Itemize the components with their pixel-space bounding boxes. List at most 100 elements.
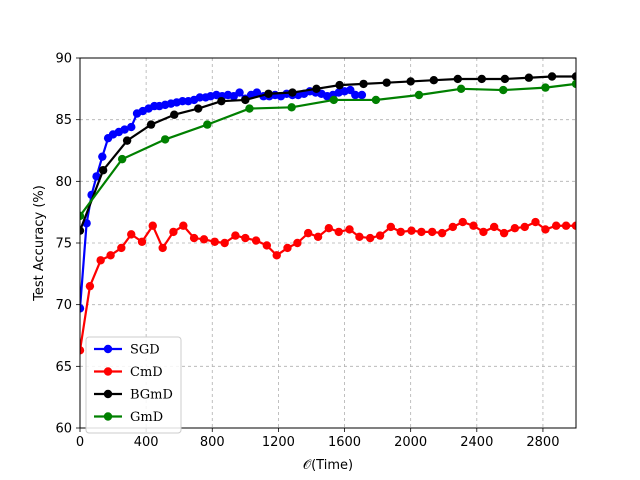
point-bgmd [241, 95, 250, 105]
point-cmd [137, 237, 147, 246]
point-cmd [520, 222, 529, 232]
point-bgmd [406, 77, 415, 86]
point-cmd [324, 224, 334, 233]
point-bgmd [170, 110, 179, 119]
point-sgd [178, 96, 187, 106]
point-bgmd [194, 104, 203, 113]
point-sgd [252, 88, 262, 97]
x-tick-label: 1200 [262, 435, 295, 450]
point-bgmd [122, 136, 132, 145]
x-tick-label: 2800 [526, 435, 559, 450]
x-axis-label: 𝒪(Time) [303, 458, 353, 473]
point-cmd [355, 232, 364, 242]
legend-box [85, 336, 182, 434]
point-gmd [456, 84, 466, 94]
point-bgmd [453, 74, 462, 84]
point-cmd [541, 225, 550, 234]
point-bgmd [500, 74, 510, 84]
point-bgmd [524, 73, 534, 82]
x-tick-label: 800 [200, 435, 225, 450]
point-cmd [96, 256, 105, 265]
point-bgmd [571, 72, 576, 81]
point-cmd [220, 238, 229, 248]
point-cmd [386, 222, 396, 232]
point-cmd [561, 221, 571, 230]
point-sgd [80, 304, 85, 313]
point-cmd [283, 243, 292, 253]
point-sgd [351, 90, 360, 100]
point-bgmd [217, 96, 226, 106]
point-bgmd [98, 166, 108, 175]
point-bgmd [312, 84, 321, 94]
point-cmd [396, 227, 405, 237]
legend-label-gmd: GmD [130, 410, 163, 425]
legend: SGD CmD BGmD GmD [85, 336, 182, 434]
point-cmd [106, 251, 115, 260]
x-tick-label: 1600 [328, 435, 361, 450]
point-cmd [210, 237, 219, 246]
point-cmd [189, 233, 199, 243]
point-gmd [371, 95, 381, 105]
point-cmd [531, 217, 540, 227]
point-cmd [437, 228, 447, 238]
series-group [80, 72, 576, 355]
series-line-bgmd [80, 75, 576, 232]
point-sgd [92, 172, 101, 181]
legend-label-bgmd: BGmD [130, 388, 173, 403]
legend-marker-sgd [103, 344, 113, 354]
point-cmd [148, 221, 157, 230]
point-bgmd [264, 89, 273, 98]
point-bgmd [146, 120, 156, 129]
point-cmd [458, 217, 467, 227]
axis-ticks: 0 400 800 1200 1600 2000 2400 2800 60 65 70 75 80 85 9… [55, 52, 559, 451]
point-sgd [357, 90, 367, 100]
point-bgmd [288, 88, 297, 97]
legend-marker-cmd [103, 367, 113, 376]
point-cmd [303, 228, 313, 238]
point-cmd [127, 230, 136, 239]
point-gmd [541, 83, 550, 92]
point-cmd [407, 226, 416, 235]
point-cmd [417, 227, 426, 237]
x-tick-label: 0 [76, 435, 84, 450]
legend-label-cmd: CmD [130, 365, 163, 380]
x-tick-label: 2400 [460, 435, 493, 450]
point-cmd [334, 227, 343, 237]
point-cmd [571, 221, 576, 230]
point-cmd [80, 346, 85, 355]
point-cmd [293, 238, 302, 248]
y-tick-label: 65 [55, 360, 72, 375]
x-tick-label: 2000 [394, 435, 427, 450]
point-sgd [195, 93, 205, 102]
y-tick-label: 85 [55, 113, 72, 128]
series-line-cmd [80, 220, 576, 351]
point-cmd [241, 233, 250, 243]
y-tick-label: 60 [55, 422, 72, 437]
point-gmd [160, 135, 170, 144]
point-cmd [499, 228, 509, 238]
point-bgmd [429, 76, 439, 85]
point-cmd [469, 221, 478, 230]
point-sgd [120, 125, 129, 134]
point-gmd [80, 211, 85, 221]
y-tick-label: 80 [55, 175, 72, 190]
point-bgmd [382, 78, 391, 87]
point-bgmd [80, 226, 85, 235]
point-gmd [329, 95, 338, 105]
y-tick-label: 70 [55, 298, 72, 313]
y-tick-label: 90 [55, 52, 72, 67]
point-sgd [235, 88, 244, 97]
point-cmd [251, 236, 261, 245]
point-gmd [117, 154, 127, 164]
point-gmd [414, 90, 424, 100]
legend-label-sgd: SGD [130, 343, 160, 358]
point-cmd [448, 222, 458, 232]
point-cmd [489, 222, 499, 232]
point-bgmd [547, 72, 557, 81]
legend-marker-bgmd [103, 389, 113, 399]
point-cmd [169, 227, 178, 237]
point-bgmd [335, 80, 344, 90]
point-cmd [199, 235, 209, 244]
series-layer [80, 72, 576, 355]
